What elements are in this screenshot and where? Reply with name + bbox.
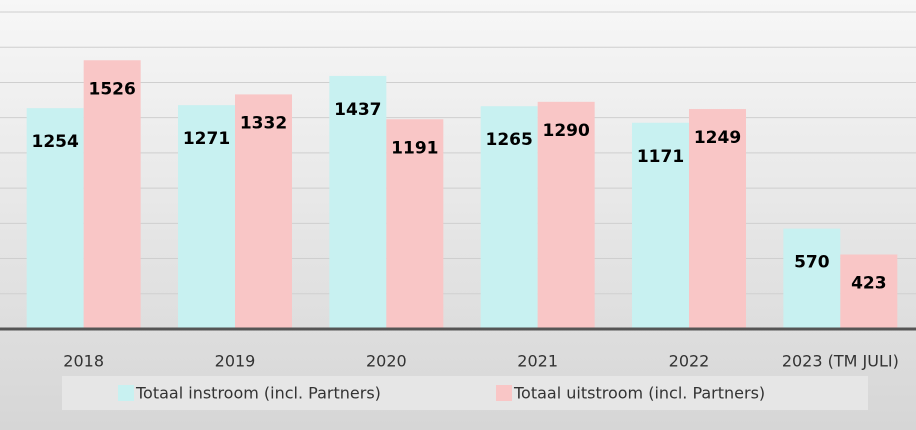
- x-tick-label: 2021: [517, 352, 558, 371]
- bar: [329, 75, 387, 329]
- legend-label: Totaal uitstroom (incl. Partners): [513, 384, 765, 403]
- bar: [632, 122, 689, 329]
- data-label: 570: [794, 253, 830, 273]
- bar: [235, 94, 292, 329]
- bar: [537, 101, 595, 329]
- bar: [178, 105, 235, 329]
- data-label: 1191: [391, 138, 438, 158]
- x-tick-label: 2022: [669, 352, 710, 371]
- data-label: 1271: [183, 129, 230, 149]
- bar: [386, 119, 444, 329]
- data-label: 1437: [334, 100, 381, 120]
- bar: [840, 254, 898, 329]
- data-label: 1249: [694, 128, 741, 148]
- bar: [783, 228, 841, 329]
- legend-swatch: [118, 385, 134, 401]
- data-label: 1254: [32, 132, 79, 152]
- x-tick-label: 2018: [63, 352, 104, 371]
- data-label: 423: [851, 274, 887, 294]
- x-tick-label: 2023 (TM JULI): [782, 352, 899, 371]
- bar: [26, 108, 84, 329]
- bar: [689, 109, 746, 329]
- data-label: 1526: [89, 79, 136, 99]
- bar: [480, 106, 538, 329]
- legend-box: [62, 376, 868, 410]
- data-label: 1290: [543, 121, 590, 141]
- bar: [83, 60, 141, 329]
- legend-swatch: [496, 385, 512, 401]
- data-label: 1332: [240, 113, 287, 133]
- x-tick-label: 2019: [215, 352, 256, 371]
- data-label: 1265: [486, 130, 533, 150]
- data-label: 1171: [637, 147, 684, 167]
- legend-label: Totaal instroom (incl. Partners): [135, 384, 381, 403]
- x-tick-label: 2020: [366, 352, 407, 371]
